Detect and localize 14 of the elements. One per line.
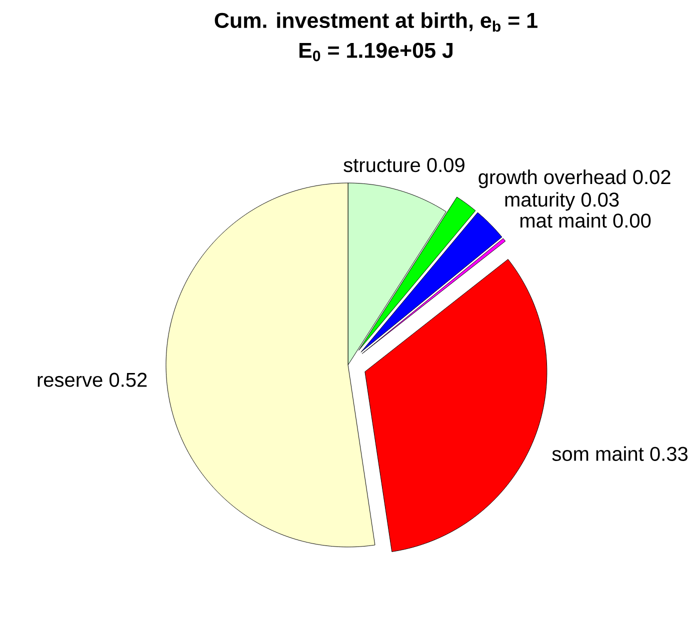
data-label: 0.03 [581,192,619,207]
slice-label: maturity [505,192,576,211]
data-label: 0.33 [650,446,688,461]
data-label: 0.52 [110,372,147,387]
slice-label: som maint [552,446,644,461]
data-label: 0.00 [613,214,651,228]
chart-subtitle: E$_{0}$ = 1.19e+05 J [299,42,452,62]
slice-label: mat maint [520,213,607,228]
slice-label: structure [344,159,420,172]
chart-title: Cum. investment at birth, e$_{b}$ = 1 [214,12,538,32]
data-label: 0.02 [633,170,670,184]
slice-label: growth overhead [478,170,626,188]
slice-label: reserve [38,376,102,387]
data-label: 0.09 [427,158,464,172]
